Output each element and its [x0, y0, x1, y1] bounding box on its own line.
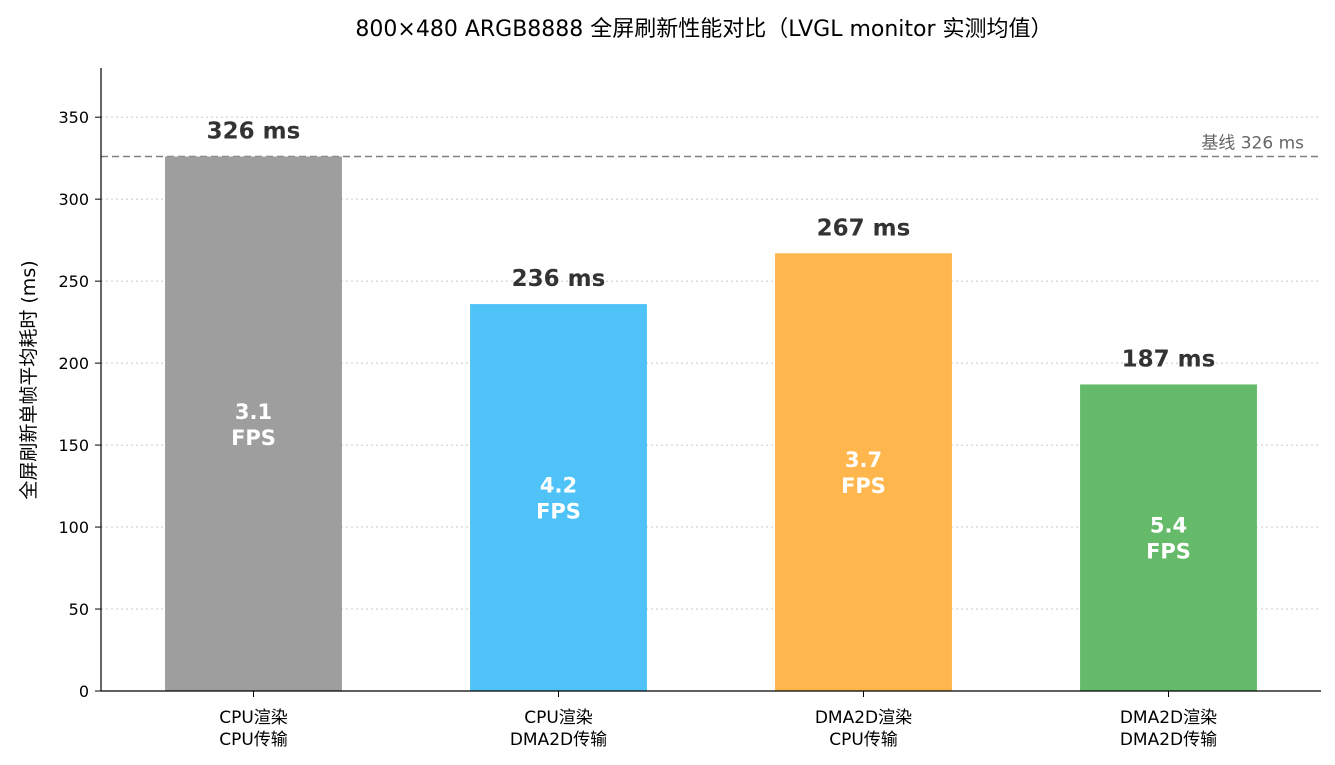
x-category-label: DMA2D渲染: [1120, 708, 1217, 728]
baseline-label: 基线 326 ms: [1201, 134, 1304, 154]
bar: [775, 253, 952, 691]
y-tick-label: 250: [58, 272, 89, 291]
bar: [165, 156, 342, 691]
fps-unit-label: FPS: [536, 500, 581, 524]
y-tick-label: 50: [69, 600, 89, 619]
fps-value-label: 4.2: [540, 474, 577, 498]
x-category-label: DMA2D传输: [510, 730, 607, 750]
x-category-label: CPU传输: [829, 730, 898, 750]
fps-value-label: 5.4: [1150, 514, 1187, 538]
fps-value-label: 3.1: [235, 400, 272, 424]
fps-value-label: 3.7: [845, 448, 882, 472]
bar: [1080, 384, 1257, 691]
fps-unit-label: FPS: [841, 474, 886, 498]
y-tick-label: 100: [58, 518, 89, 537]
y-axis-label: 全屏刷新单帧平均耗时 (ms): [18, 260, 40, 499]
x-category-label: CPU渲染: [524, 708, 593, 728]
y-tick-label: 200: [58, 354, 89, 373]
y-tick-label: 350: [58, 108, 89, 127]
fps-unit-label: FPS: [231, 426, 276, 450]
axes-group: 050100150200250300350CPU渲染CPU传输CPU渲染DMA2…: [58, 68, 1321, 750]
x-category-label: DMA2D传输: [1120, 730, 1217, 750]
bar: [470, 304, 647, 691]
y-tick-label: 150: [58, 436, 89, 455]
bar-value-label: 236 ms: [512, 266, 606, 292]
x-category-label: CPU传输: [219, 730, 288, 750]
chart-title: 800×480 ARGB8888 全屏刷新性能对比（LVGL monitor 实…: [355, 17, 1052, 42]
bar-value-label: 326 ms: [207, 119, 301, 145]
bar-value-label: 187 ms: [1122, 346, 1216, 372]
bar-value-label: 267 ms: [817, 215, 911, 241]
y-tick-label: 0: [79, 682, 89, 701]
x-category-label: DMA2D渲染: [815, 708, 912, 728]
fps-unit-label: FPS: [1146, 540, 1191, 564]
x-category-label: CPU渲染: [219, 708, 288, 728]
bars-group: [165, 156, 1257, 691]
y-tick-label: 300: [58, 190, 89, 209]
